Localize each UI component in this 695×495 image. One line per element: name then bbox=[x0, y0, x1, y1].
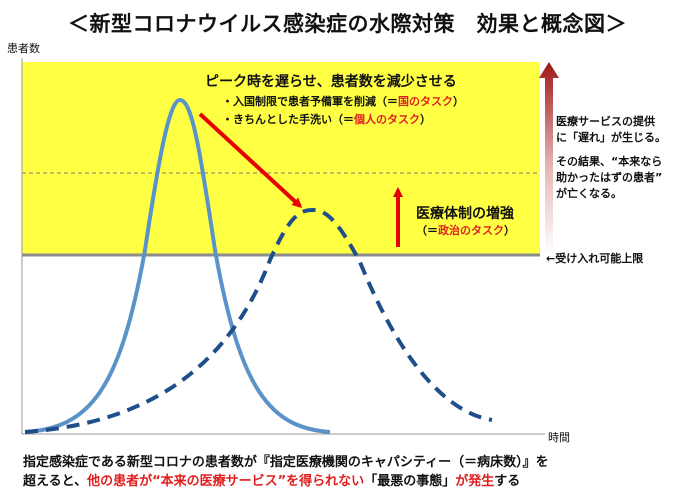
x-axis-label: 時間 bbox=[548, 431, 570, 444]
footer-line-1: 指定感染症である新型コロナの患者数が『指定医療機関のキャパシティー（＝病床数）』… bbox=[23, 455, 549, 470]
consequence-note: その結果、“本来なら 助かったはずの患者” が亡くなる。 bbox=[556, 155, 663, 200]
curve-with-measures bbox=[24, 207, 493, 434]
y-axis-label: 患者数 bbox=[7, 42, 40, 55]
curve-without-measures bbox=[24, 97, 331, 434]
capacity-limit-label: ←受け入れ可能上限 bbox=[546, 252, 644, 265]
delay-peak-arrow bbox=[198, 112, 303, 209]
over-capacity-zone bbox=[22, 62, 540, 255]
medical-system-task: （＝政治のタスク） bbox=[416, 224, 515, 237]
delay-effect-gradient-arrow bbox=[539, 62, 559, 255]
delay-note: 医療サービスの提供 に「遅れ」が生じる。 bbox=[556, 115, 666, 144]
page-title: ＜新型コロナウイルス感染症の水際対策 効果と概念図＞ bbox=[68, 12, 627, 36]
footer-line-2: 超えると、他の患者が“本来の医療サービス”を得られない「最悪の事態」が発生する bbox=[23, 474, 521, 489]
delay-peak-heading: ピーク時を遅らせ、患者数を減少させる bbox=[205, 74, 457, 90]
bullet-entry-restriction: ・入国制限で患者予備軍を削減（＝国のタスク） bbox=[222, 95, 464, 108]
medical-system-heading: 医療体制の増強 bbox=[416, 206, 514, 222]
bullet-hand-washing: ・きちんとした手洗い（＝個人のタスク） bbox=[222, 113, 431, 126]
